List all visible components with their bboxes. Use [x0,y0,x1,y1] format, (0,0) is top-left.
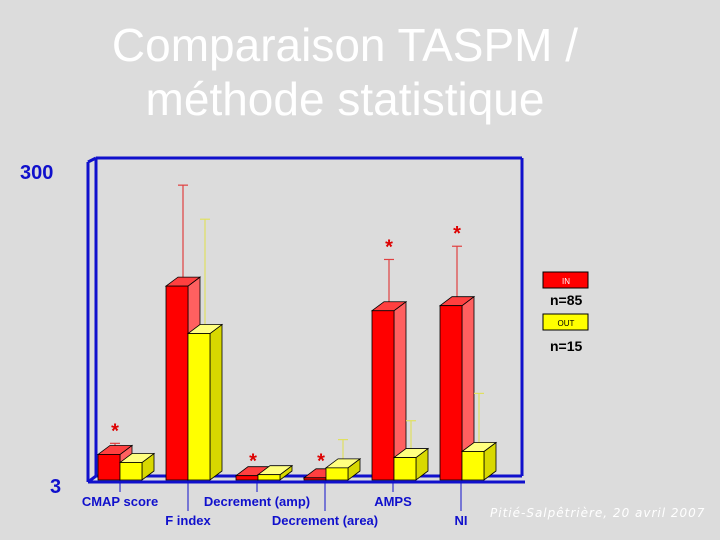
slide-title-line-1: Comparaison TASPM / [111,19,579,71]
y-tick-bottom: 3 [50,476,61,498]
slide-title: Comparaison TASPM / méthode statistique [0,18,690,126]
bar-in-0 [97,454,121,481]
bar-in-4 [371,310,395,481]
slide-title-line-2: méthode statistique [145,73,545,125]
bar-in-5 [439,305,463,481]
legend-note-in: n=85 [550,292,583,308]
legend-note-out: n=15 [550,338,583,354]
x-labels: CMAP score F index Decrement (amp) Decremen… [82,483,468,528]
x-tick-label-3: Decrement (area) [272,513,378,528]
legend-swatch-in [542,271,589,289]
bar-out-0 [119,462,143,481]
significance-marker-in-3: * [317,451,325,473]
bars-layer: * * * * * [96,184,498,481]
x-tick-label-4: AMPS [374,494,412,509]
significance-marker-in-0: * [111,420,119,442]
footer-credit: Pitié-Salpêtrière, 20 avril 2007 [490,506,706,520]
bar-out-4 [393,457,417,481]
x-tick-label-5: NI [455,513,468,528]
x-tick-label-1: F index [165,513,211,528]
legend-label-out: OUT [558,319,575,328]
bar-out-2 [257,474,281,481]
bar-out-5 [461,451,485,481]
y-ticks: 300 3 [20,162,61,498]
legend-label-in: IN [562,277,570,286]
bar-out-1 [187,333,211,481]
y-tick-top: 300 [20,162,53,184]
bar-out-3 [325,467,349,481]
frame-bottom-left-edge [87,474,97,484]
bar-side-out-1 [209,323,223,481]
significance-marker-in-2: * [249,451,257,473]
bar-in-3 [303,477,327,481]
significance-marker-in-5: * [453,223,461,245]
bar-in-2 [235,475,259,481]
x-tick-label-2: Decrement (amp) [204,494,310,509]
legend: IN n=85 OUT n=15 [542,271,589,354]
significance-marker-in-4: * [385,236,393,258]
x-tick-label-0: CMAP score [82,494,158,509]
bar-in-1 [165,285,189,481]
legend-swatch-out [542,313,589,331]
